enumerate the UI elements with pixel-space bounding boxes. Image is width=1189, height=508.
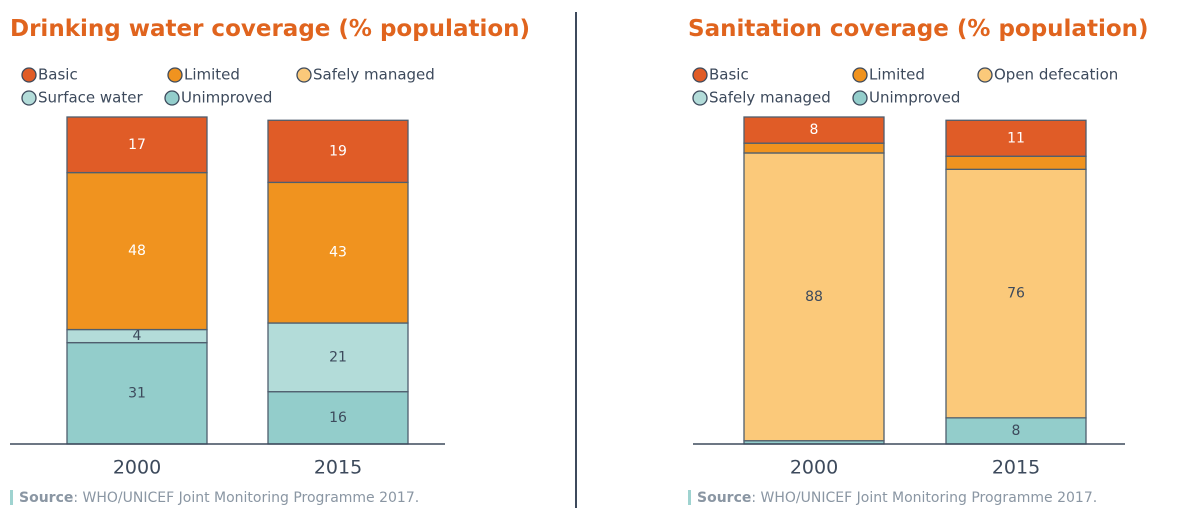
bar-segment: [267, 391, 409, 445]
legend-label: Basic: [709, 66, 749, 84]
legend-label: Safely managed: [313, 66, 435, 84]
legend-label: Safely managed: [709, 89, 831, 107]
bar-label: 31: [128, 385, 146, 401]
bar-label: 19: [329, 143, 347, 159]
bar-segment: [267, 322, 409, 393]
source-text: : WHO/UNICEF Joint Monitoring Programme …: [73, 490, 419, 506]
bar-label: 43: [329, 245, 347, 261]
legend-label: Basic: [38, 66, 78, 84]
bar-segment: [743, 116, 885, 144]
bar-label: 16: [329, 410, 347, 426]
bar-label: 48: [128, 243, 146, 259]
bar-segment: [267, 119, 409, 184]
chart-title: Sanitation coverage (% population): [688, 16, 1149, 42]
bar-segment: [945, 155, 1087, 170]
bar-label: 17: [128, 137, 146, 153]
legend-label: Limited: [869, 66, 925, 84]
legend-swatch: [167, 67, 183, 83]
bar-segment: [743, 152, 885, 442]
legend-label: Unimproved: [869, 89, 960, 107]
x-tick-label: 2000: [113, 457, 161, 479]
bar-segment: [945, 119, 1087, 157]
bar-label: 11: [1007, 130, 1025, 146]
source-marker: [688, 490, 691, 505]
legend-swatch: [296, 67, 312, 83]
x-tick-label: 2015: [314, 457, 362, 479]
source: Source: WHO/UNICEF Joint Monitoring Prog…: [19, 490, 419, 506]
legend-swatch: [21, 67, 37, 83]
bar-label: 8: [1012, 423, 1021, 439]
bar-label: 4: [133, 328, 142, 344]
legend-label: Unimproved: [181, 89, 272, 107]
legend-swatch: [692, 67, 708, 83]
source: Source: WHO/UNICEF Joint Monitoring Prog…: [697, 490, 1097, 506]
bar-label: 21: [329, 349, 347, 365]
bar-segment: [945, 168, 1087, 419]
legend-label: Surface water: [38, 89, 143, 107]
source-marker: [10, 490, 13, 505]
legend-swatch: [852, 67, 868, 83]
source-label: Source: [697, 490, 751, 506]
legend-swatch: [852, 90, 868, 106]
x-tick-label: 2015: [992, 457, 1040, 479]
legend-swatch: [21, 90, 37, 106]
legend-swatch: [692, 90, 708, 106]
bar-label: 8: [810, 122, 819, 138]
source-label: Source: [19, 490, 73, 506]
legend-label: Open defecation: [994, 66, 1118, 84]
bar-segment: [743, 142, 885, 154]
bar-segment: [66, 116, 208, 174]
bar-segment: [66, 171, 208, 331]
chart-title: Drinking water coverage (% population): [10, 16, 530, 42]
legend-swatch: [164, 90, 180, 106]
legend-label: Limited: [184, 66, 240, 84]
legend-swatch: [977, 67, 993, 83]
source-text: : WHO/UNICEF Joint Monitoring Programme …: [751, 490, 1097, 506]
bar-label: 88: [805, 289, 823, 305]
x-tick-label: 2000: [790, 457, 838, 479]
bar-label: 76: [1007, 286, 1025, 302]
bar-segment: [267, 181, 409, 324]
